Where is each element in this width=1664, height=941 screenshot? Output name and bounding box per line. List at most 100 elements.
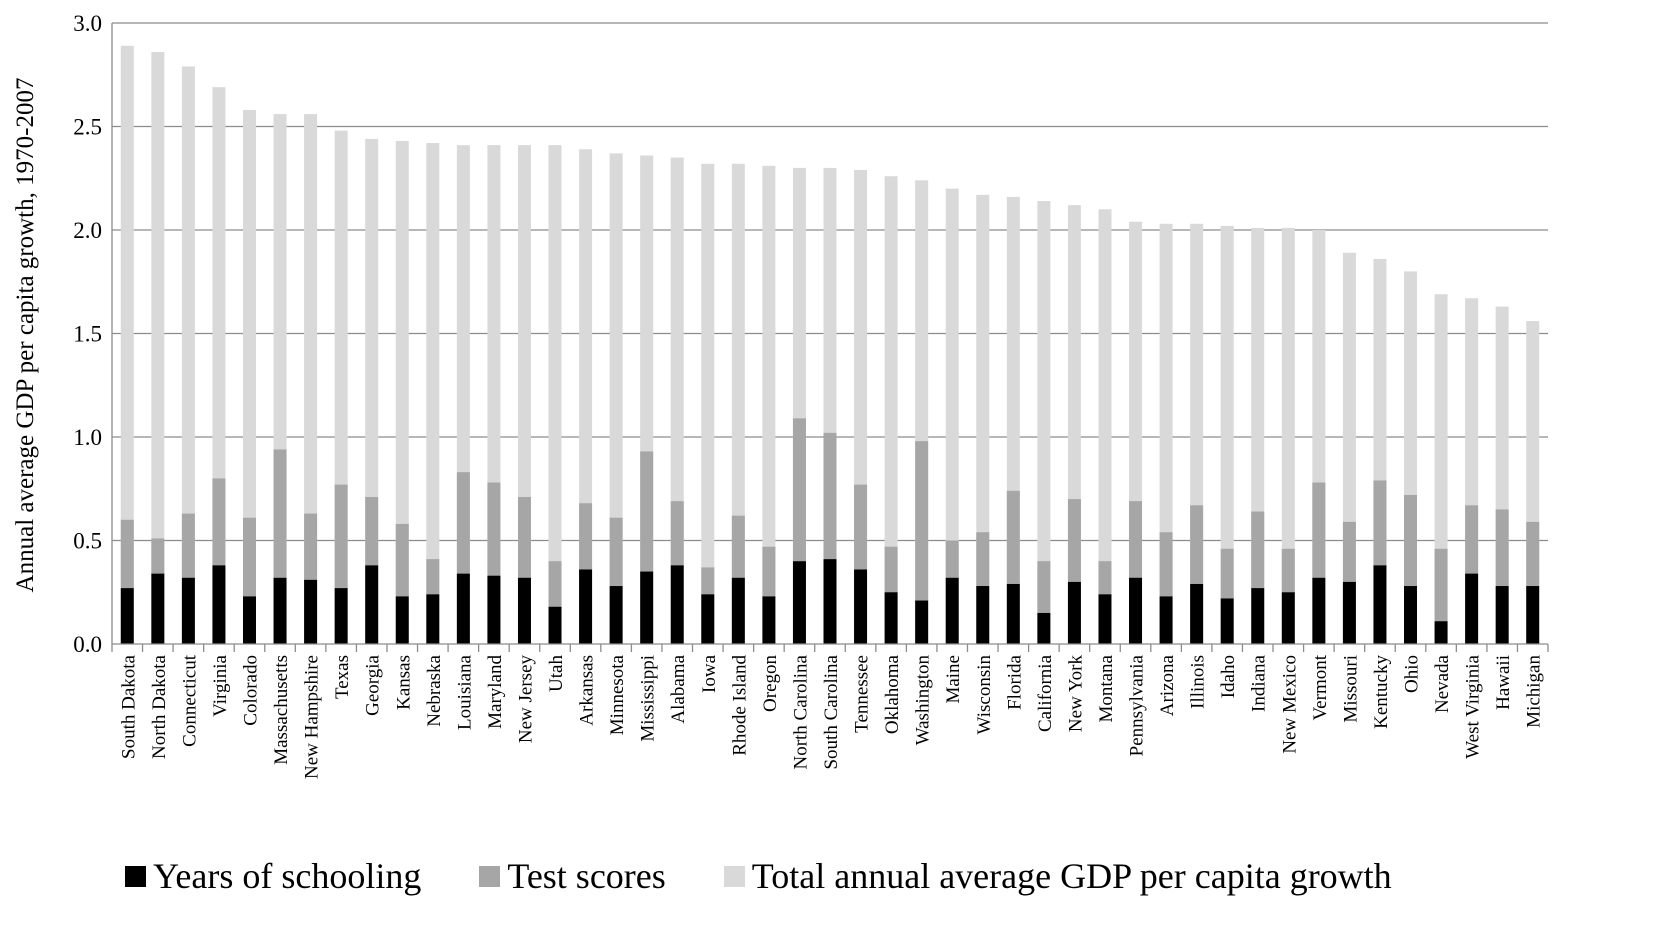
bar-test-scores: [181, 513, 195, 578]
bar-years-of-schooling: [609, 586, 623, 644]
bar-test-scores: [1220, 548, 1234, 599]
y-tick-label: 0.5: [73, 529, 102, 554]
bar-test-scores: [915, 441, 929, 601]
x-tick-label: Florida: [1004, 654, 1025, 709]
bar-group-texas: [334, 130, 348, 644]
bar-group-louisiana: [456, 145, 470, 644]
bar-years-of-schooling: [242, 596, 256, 644]
bar-test-scores: [120, 519, 134, 589]
bar-years-of-schooling: [334, 588, 348, 644]
bar-total-growth: [701, 163, 715, 644]
x-tick-label: Minnesota: [607, 654, 628, 735]
bar-group-idaho: [1220, 225, 1234, 645]
bar-years-of-schooling: [1067, 581, 1081, 644]
x-tick-label: Idaho: [1218, 655, 1239, 698]
bar-group-south-carolina: [823, 167, 837, 644]
bar-group-north-dakota: [151, 51, 165, 645]
bar-group-massachusetts: [273, 114, 287, 644]
legend-label-total-growth: Total annual average GDP per capita grow…: [751, 856, 1392, 896]
bar-years-of-schooling: [181, 577, 195, 644]
bar-group-south-dakota: [120, 45, 134, 644]
bar-test-scores: [1159, 532, 1173, 597]
bar-group-nebraska: [426, 143, 440, 644]
bar-years-of-schooling: [365, 565, 379, 644]
x-tick-label: Wisconsin: [974, 655, 995, 735]
bar-group-new-mexico: [1281, 227, 1295, 644]
bar-test-scores: [945, 540, 959, 578]
x-tick-label: Utah: [546, 655, 567, 692]
x-tick-label: Indiana: [1249, 654, 1270, 712]
bar-years-of-schooling: [884, 592, 898, 644]
bar-group-oklahoma: [884, 176, 898, 644]
bar-group-new-york: [1067, 205, 1081, 644]
bar-test-scores: [1006, 490, 1020, 584]
y-tick-label: 2.0: [73, 218, 102, 243]
x-tick-label: Oklahoma: [882, 654, 903, 734]
x-tick-label: New York: [1065, 655, 1086, 733]
x-tick-label: Hawaii: [1493, 655, 1514, 710]
bar-group-alabama: [670, 157, 684, 645]
bar-test-scores: [426, 559, 440, 595]
bar-group-washington: [915, 180, 929, 644]
bar-years-of-schooling: [945, 577, 959, 644]
bar-test-scores: [1465, 505, 1479, 574]
x-tick-label: Connecticut: [179, 654, 200, 747]
bar-test-scores: [548, 561, 562, 607]
bar-years-of-schooling: [1281, 592, 1295, 644]
bar-test-scores: [1434, 548, 1448, 622]
bar-years-of-schooling: [426, 594, 440, 644]
x-tick-label: Texas: [332, 655, 353, 699]
bar-test-scores: [456, 472, 470, 574]
bar-test-scores: [976, 532, 990, 587]
bar-total-growth: [304, 114, 318, 644]
bar-years-of-schooling: [1006, 583, 1020, 644]
bar-total-growth: [151, 51, 165, 645]
bar-years-of-schooling: [1373, 565, 1387, 644]
x-tick-label: Tennessee: [852, 655, 873, 733]
bar-test-scores: [792, 418, 806, 562]
legend-item-test-scores: Test scores: [479, 855, 666, 897]
bar-group-montana: [1098, 209, 1112, 645]
bar-total-growth: [242, 109, 256, 644]
bar-group-illinois: [1190, 223, 1204, 645]
y-tick-label: 1.0: [73, 425, 102, 450]
bar-group-iowa: [701, 163, 715, 644]
x-tick-label: Arizona: [1157, 654, 1178, 716]
bar-years-of-schooling: [823, 559, 837, 644]
bar-total-growth: [884, 176, 898, 644]
x-tick-label: Illinois: [1188, 655, 1209, 709]
bar-test-scores: [640, 451, 654, 572]
bar-years-of-schooling: [701, 594, 715, 644]
bar-test-scores: [1342, 521, 1356, 582]
bar-total-growth: [181, 66, 195, 645]
bar-test-scores: [212, 478, 226, 566]
bar-years-of-schooling: [1404, 586, 1418, 644]
x-tick-label: Iowa: [699, 654, 720, 693]
x-tick-label: Rhode Island: [729, 655, 750, 756]
bar-total-growth: [1220, 225, 1234, 645]
legend-item-years-of-schooling: Years of schooling: [125, 855, 421, 897]
x-tick-label: Massachusetts: [271, 655, 292, 765]
bar-group-maryland: [487, 145, 501, 644]
bar-test-scores: [579, 503, 593, 570]
legend-swatch-total-growth: [723, 865, 745, 887]
bar-years-of-schooling: [731, 577, 745, 644]
bar-group-kansas: [395, 140, 409, 645]
y-axis-label: Annual average GDP per capita growth, 19…: [12, 78, 39, 593]
bar-years-of-schooling: [1037, 612, 1051, 644]
bar-test-scores: [731, 515, 745, 578]
x-tick-label: New Hampshire: [302, 655, 323, 779]
bar-test-scores: [334, 484, 348, 589]
bar-group-west-virginia: [1465, 298, 1479, 644]
bar-group-georgia: [365, 138, 379, 645]
bars: [120, 45, 1540, 645]
bar-test-scores: [304, 513, 318, 580]
bar-test-scores: [1067, 499, 1081, 582]
x-tick-label: Pennsylvania: [1127, 654, 1148, 756]
x-tick-label: Kentucky: [1371, 655, 1392, 729]
x-tick-label: Michigan: [1524, 655, 1545, 728]
y-tick-label: 3.0: [73, 11, 102, 36]
bar-years-of-schooling: [915, 600, 929, 644]
bar-group-california: [1037, 201, 1051, 644]
y-tick-labels: 0.0 0.5 1.0 1.5 2.0 2.5 3.0: [73, 11, 102, 657]
